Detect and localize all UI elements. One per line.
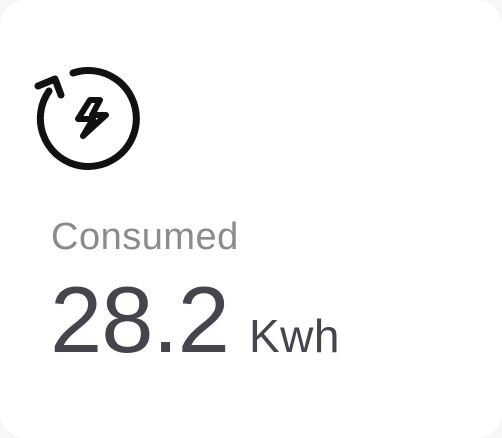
stat-label: Consumed: [51, 216, 239, 258]
energy-refresh-icon: [34, 58, 152, 176]
stat-value: 28.2: [50, 267, 230, 372]
stat-unit: Kwh: [248, 310, 340, 362]
stat-value-row: 28.2 Kwh: [50, 270, 340, 370]
